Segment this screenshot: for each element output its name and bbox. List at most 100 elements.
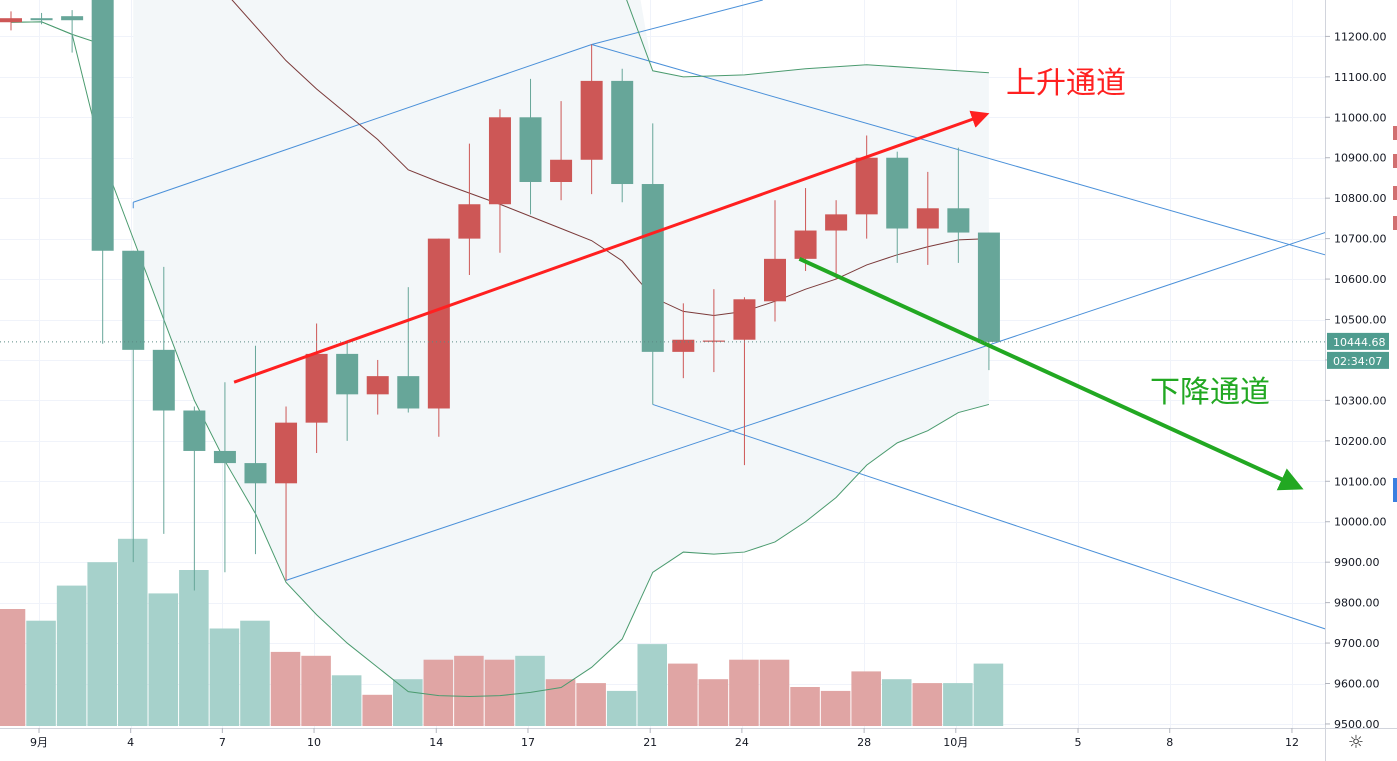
bollinger-lower-line: [10, 21, 990, 697]
bollinger-band-fill: [133, 0, 989, 697]
candle-body: [764, 258, 786, 302]
candle-body: [886, 157, 909, 229]
volume-bar: [331, 675, 362, 726]
candles: [0, 0, 1000, 591]
price-axis-tick-label: 10300.00: [1334, 394, 1387, 407]
price-axis-tick-label: 9500.00: [1334, 718, 1380, 731]
falling-channel-label: 下降通道: [1150, 375, 1270, 410]
candle-body: [336, 353, 359, 395]
price-axis-tick-label: 10000.00: [1334, 516, 1387, 529]
price-axis-tick-label: 11200.00: [1334, 30, 1387, 43]
volume-bar: [881, 679, 912, 726]
volume-bar: [759, 659, 790, 726]
time-axis-tick-label: 28: [857, 736, 871, 749]
candle-body: [122, 250, 145, 350]
candle-body: [519, 117, 542, 182]
candle-body: [641, 184, 664, 352]
volume-bar: [423, 659, 454, 726]
volume-bar: [240, 620, 270, 726]
indicator-lines: [10, 0, 990, 697]
price-axis-tick-label: 10800.00: [1334, 192, 1387, 205]
candle-body: [916, 208, 939, 229]
price-axis-tick-label: 9800.00: [1334, 597, 1380, 610]
price-axis-tick-label: 11000.00: [1334, 111, 1387, 124]
candle-body: [825, 214, 848, 231]
volume-bar: [270, 651, 301, 726]
time-axis-tick-label: 10月: [943, 736, 968, 749]
volume-bar: [26, 620, 56, 726]
falling-arrow[interactable]: [798, 257, 1304, 491]
rising-channel-label: 上升通道: [1006, 66, 1126, 101]
price-axis-tick-label: 10700.00: [1334, 233, 1387, 246]
candle-body: [366, 376, 389, 395]
candle-body: [244, 463, 267, 484]
candle-body: [61, 16, 84, 21]
candle-body: [152, 349, 175, 411]
time-axis-tick-label: 24: [735, 736, 749, 749]
band-fill-area: [133, 0, 989, 697]
candle-body: [397, 376, 420, 409]
volume-bar: [912, 683, 943, 726]
price-axis-tick-label: 10500.00: [1334, 314, 1387, 327]
volume-bar: [0, 609, 26, 726]
volume-bar: [209, 628, 240, 726]
candle-body: [702, 340, 725, 342]
volume-bar: [362, 694, 392, 726]
time-axis-tick-label: 12: [1285, 736, 1299, 749]
price-axis-tick-label: 10200.00: [1334, 435, 1387, 448]
volume-bar: [606, 690, 637, 726]
time-axis-tick-label: 7: [219, 736, 226, 749]
candle-body: [458, 204, 481, 239]
time-axis-tick-label: 4: [127, 736, 134, 749]
edge-marker-blue: [1393, 478, 1397, 502]
volume-bar: [484, 659, 515, 726]
volume-bar: [393, 679, 423, 726]
candle-body: [672, 339, 695, 352]
price-axis-tick-label: 10900.00: [1334, 152, 1387, 165]
time-axis-tick-label: 14: [429, 736, 443, 749]
volume-bar: [729, 659, 759, 726]
volume-bars: [0, 538, 1004, 726]
price-axis-tick-label: 9700.00: [1334, 637, 1380, 650]
volume-bar: [973, 663, 1004, 726]
volume-bar: [87, 562, 117, 726]
time-axis-tick-label: 9月: [30, 736, 48, 749]
edge-marker-red: [1393, 216, 1397, 230]
volume-bar: [790, 687, 820, 726]
candle-body: [91, 0, 114, 251]
time-axis-tick-label: 21: [643, 736, 657, 749]
edge-marker-red: [1393, 154, 1397, 168]
volume-bar: [301, 655, 331, 726]
last-price-tag: [1327, 332, 1389, 350]
time-axis-tick-label: 10: [307, 736, 321, 749]
candle-body: [183, 410, 206, 451]
volume-bar: [820, 690, 851, 726]
candle-body: [427, 238, 450, 409]
moving-average-line: [231, 0, 989, 316]
volume-bar: [637, 644, 668, 726]
edge-marker-red: [1393, 186, 1397, 200]
settings-gear-icon[interactable]: ☼: [1347, 731, 1365, 753]
price-axis-tick-label: 9600.00: [1334, 678, 1380, 691]
bollinger-upper-right-line: [626, 0, 989, 78]
volume-bar: [698, 679, 729, 726]
price-axis-tick-label: 10100.00: [1334, 475, 1387, 488]
volume-bar: [148, 593, 179, 726]
countdown-label: 02:34:07: [1333, 355, 1382, 368]
annotation-arrows[interactable]: [233, 110, 1304, 491]
price-axis-tick-label: 11100.00: [1334, 71, 1387, 84]
candle-body: [488, 117, 511, 205]
candle-body: [275, 422, 298, 484]
candle-body: [0, 18, 22, 23]
volume-bar: [576, 683, 606, 726]
volume-bar: [454, 655, 484, 726]
price-axis-tick-label: 9900.00: [1334, 556, 1380, 569]
rising-arrow[interactable]: [233, 110, 990, 384]
candle-body: [611, 80, 634, 185]
edge-marker-red: [1393, 126, 1397, 140]
countdown-tag: [1327, 351, 1389, 369]
candle-body: [947, 208, 970, 233]
volume-bar: [851, 671, 881, 726]
candle-body: [30, 18, 53, 21]
